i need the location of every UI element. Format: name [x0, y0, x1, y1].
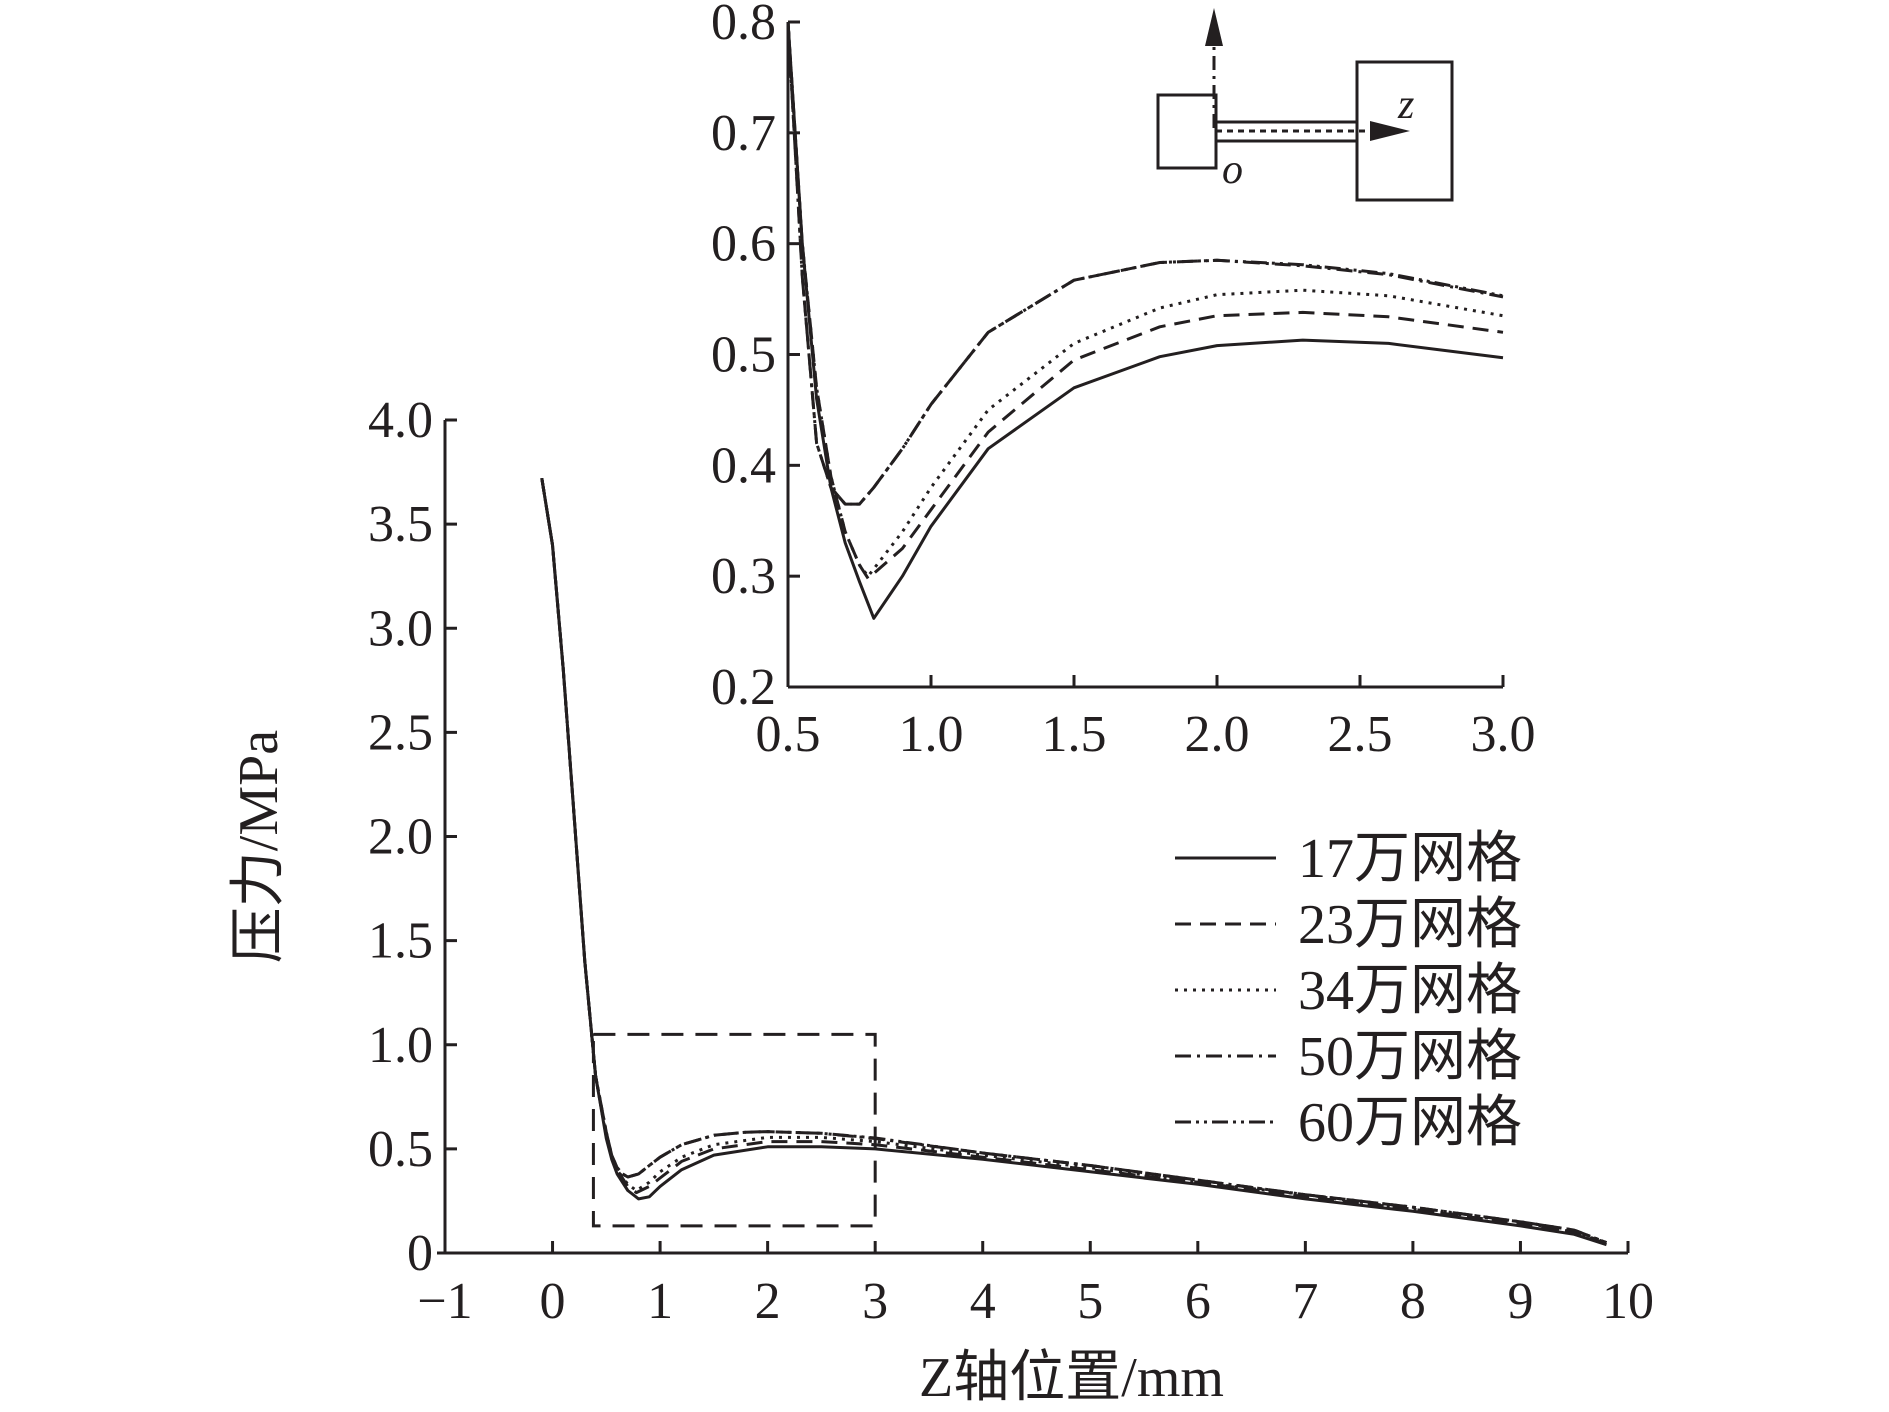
- schematic-vertical-arrowhead: [1205, 8, 1223, 46]
- inset-series-line: [786, 21, 1504, 506]
- main-x-tick-label: 9: [1507, 1273, 1533, 1330]
- main-y-tick-label: 3.5: [368, 496, 433, 553]
- main-plot: −1 0 1 2 3 4 5 6 7 8 9 1000.51.01.52.02.53.03.54.0Z…: [228, 392, 1654, 1409]
- main-x-tick-label: 7: [1292, 1273, 1318, 1330]
- main-y-tick-label: 4.0: [368, 392, 433, 449]
- inset-x-tick-label: 0.5: [756, 706, 821, 763]
- main-x-tick-label: 8: [1400, 1273, 1426, 1330]
- main-y-axis-title: 压力/MPa: [228, 730, 290, 963]
- inset-series-line: [786, 21, 1504, 578]
- legend-label: 17万网格: [1298, 828, 1522, 890]
- legend-label: 50万网格: [1298, 1026, 1522, 1088]
- main-x-tick-label: −1: [417, 1273, 472, 1330]
- main-x-tick-label: 4: [970, 1273, 996, 1330]
- main-x-tick-label: 6: [1185, 1273, 1211, 1330]
- main-y-tick-label: 1.5: [368, 913, 433, 970]
- inset-x-tick-label: 3.0: [1471, 706, 1536, 763]
- inset-y-tick-label: 0.2: [711, 659, 776, 716]
- inset-plot: 0.5 1.0 1.5 2.0 2.5 3.0 0.2 0.3 0.4 0.5 0.6 0.7 0.8: [711, 0, 1536, 763]
- schematic-z-arrowhead: [1370, 121, 1410, 141]
- main-y-tick-label: 0.5: [368, 1121, 433, 1178]
- inset-y-tick-label: 0.6: [711, 216, 776, 273]
- main-y-tick-label: 2.5: [368, 704, 433, 761]
- schematic-left-block: [1156, 93, 1218, 170]
- main-y-tick-label: 1.0: [368, 1017, 433, 1074]
- inset-series-line: [786, 21, 1504, 620]
- schematic-right-block: [1355, 60, 1454, 202]
- main-series-line: [540, 478, 1608, 1244]
- legend-label: 60万网格: [1298, 1092, 1522, 1154]
- main-x-tick-label: 1: [647, 1273, 673, 1330]
- legend-label: 23万网格: [1298, 894, 1522, 956]
- main-x-tick-label: 10: [1602, 1273, 1654, 1330]
- main-x-tick-label: 3: [862, 1273, 888, 1330]
- main-x-tick-label: 0: [540, 1273, 566, 1330]
- schematic-z-label: z: [1397, 82, 1414, 128]
- inset-y-tick-label: 0.8: [711, 0, 776, 51]
- inset-x-tick-label: 1.5: [1042, 706, 1107, 763]
- inset-y-tick-label: 0.5: [711, 327, 776, 384]
- inset-x-tick-label: 1.0: [899, 706, 964, 763]
- main-x-axis-title: Z轴位置/mm: [919, 1347, 1224, 1407]
- main-x-tick-label: 5: [1077, 1273, 1103, 1330]
- legend-label: 34万网格: [1298, 960, 1522, 1022]
- inset-x-tick-label: 2.0: [1185, 706, 1250, 763]
- main-y-tick-label: 3.0: [368, 600, 433, 657]
- schematic-origin-label: o: [1222, 147, 1243, 193]
- inset-series-line: [786, 21, 1504, 580]
- zoom-box: [591, 1032, 877, 1228]
- inset-y-tick-label: 0.3: [711, 548, 776, 605]
- main-x-tick-label: 2: [755, 1273, 781, 1330]
- main-y-tick-label: 0: [407, 1225, 433, 1282]
- inset-series-line: [786, 21, 1504, 506]
- inset-y-tick-label: 0.7: [711, 105, 776, 162]
- main-y-tick-label: 2.0: [368, 809, 433, 866]
- inset-y-tick-label: 0.4: [711, 437, 776, 494]
- schematic-diagram: z o: [1156, 8, 1454, 202]
- inset-x-tick-label: 2.5: [1328, 706, 1393, 763]
